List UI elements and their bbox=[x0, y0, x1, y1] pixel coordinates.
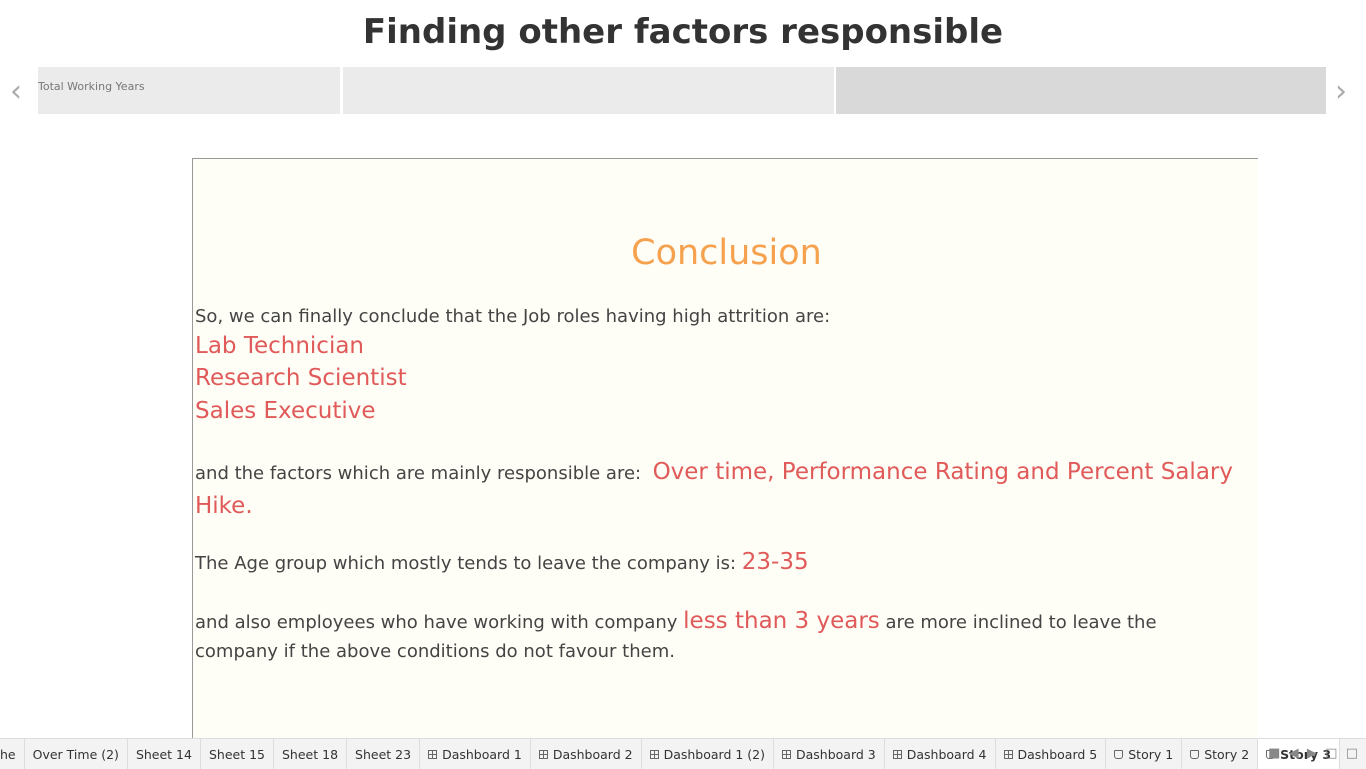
tab-icon bbox=[649, 749, 659, 759]
sheet-tab[interactable]: Dashboard 2 bbox=[531, 739, 642, 769]
age-intro: The Age group which mostly tends to leav… bbox=[195, 553, 737, 574]
tab-label: Sheet 18 bbox=[282, 746, 339, 762]
sheet-tab[interactable]: Dashboard 5 bbox=[996, 739, 1107, 769]
sheet-tab[interactable]: Dashboard 1 bbox=[420, 739, 531, 769]
prev-arrow[interactable]: ‹ bbox=[10, 74, 22, 109]
story-point[interactable] bbox=[343, 67, 834, 114]
sheet-tabs: he Over Time (2) Sheet 14 Sheet 15 Sheet 18 S… bbox=[0, 738, 1366, 769]
tab-icon bbox=[1190, 749, 1200, 759]
role: Sales Executive bbox=[195, 398, 376, 424]
sheet-tab[interactable]: Story 3 bbox=[1258, 739, 1341, 769]
tab-label: Dashboard 1 bbox=[442, 746, 522, 762]
tab-label: Sheet 15 bbox=[208, 746, 265, 762]
role: Research Scientist bbox=[195, 365, 407, 391]
tenure-before: and also employees who have working with… bbox=[195, 612, 678, 633]
tab-label: he bbox=[0, 746, 16, 762]
sheet-tab[interactable]: Sheet 14 bbox=[128, 739, 201, 769]
tab-icon bbox=[538, 749, 548, 759]
sheet-tab[interactable]: Story 2 bbox=[1182, 739, 1259, 769]
sheet-tab[interactable]: he bbox=[0, 739, 25, 769]
tab-controls[interactable]: ■ ◀ ▶ □ □ bbox=[1268, 746, 1358, 761]
sheet-tab[interactable]: Over Time (2) bbox=[25, 739, 128, 769]
tenure: less than 3 years bbox=[683, 608, 880, 634]
tab-label: Sheet 23 bbox=[355, 746, 412, 762]
sheet-tab[interactable]: Dashboard 4 bbox=[885, 739, 996, 769]
tenure-after: are more inclined to leave the company i… bbox=[195, 612, 1157, 662]
factors-intro: and the factors which are mainly respons… bbox=[195, 463, 642, 484]
age: 23-35 bbox=[741, 549, 809, 575]
factors-paragraph: and the factors which are mainly respons… bbox=[195, 456, 1235, 524]
tab-icon bbox=[428, 749, 438, 759]
factors: Over time, Performance Rating and Percen… bbox=[195, 459, 1233, 519]
tab-icon bbox=[1114, 749, 1124, 759]
sheet-tab[interactable]: Dashboard 1 (2) bbox=[642, 739, 774, 769]
story-point[interactable]: Total Working Years bbox=[38, 67, 340, 114]
tab-label: Over Time (2) bbox=[32, 746, 119, 762]
text-panel: Conclusion So, we can finally conclude t… bbox=[192, 158, 1258, 738]
tab-icon bbox=[782, 749, 791, 759]
tab-label: Dashboard 1 (2) bbox=[663, 746, 765, 762]
tab-icon bbox=[1266, 749, 1276, 759]
tab-label: Story 1 bbox=[1128, 746, 1174, 762]
sheet-tab[interactable]: Sheet 18 bbox=[274, 739, 348, 769]
age-line: The Age group which mostly tends to leav… bbox=[195, 549, 809, 575]
story-point-active[interactable] bbox=[836, 67, 1326, 114]
role: Lab Technician bbox=[195, 333, 365, 359]
tenure-paragraph: and also employees who have working with… bbox=[195, 607, 1235, 666]
tab-label: Dashboard 2 bbox=[552, 746, 633, 762]
story-title: Finding other factors responsible bbox=[362, 12, 1004, 52]
tab-label: Dashboard 5 bbox=[1017, 746, 1098, 762]
heading: Conclusion bbox=[631, 233, 822, 273]
tab-label: Story 3 bbox=[1280, 746, 1332, 762]
sheet-tab[interactable]: Dashboard 3 bbox=[774, 739, 885, 769]
sheet-tab[interactable]: Sheet 15 bbox=[201, 739, 274, 769]
sheet-tab[interactable]: Sheet 23 bbox=[347, 739, 421, 769]
tab-label: Sheet 14 bbox=[135, 746, 192, 762]
intro: So, we can finally conclude that the Job… bbox=[195, 306, 831, 327]
sheet-tab[interactable]: Story 1 bbox=[1106, 739, 1183, 769]
next-arrow[interactable]: › bbox=[1335, 74, 1347, 109]
tab-label: Dashboard 3 bbox=[796, 746, 876, 762]
tab-label: Story 2 bbox=[1204, 746, 1250, 762]
tab-icon bbox=[892, 749, 902, 759]
tab-label: Dashboard 4 bbox=[906, 746, 987, 762]
tab-icon bbox=[1003, 749, 1013, 759]
